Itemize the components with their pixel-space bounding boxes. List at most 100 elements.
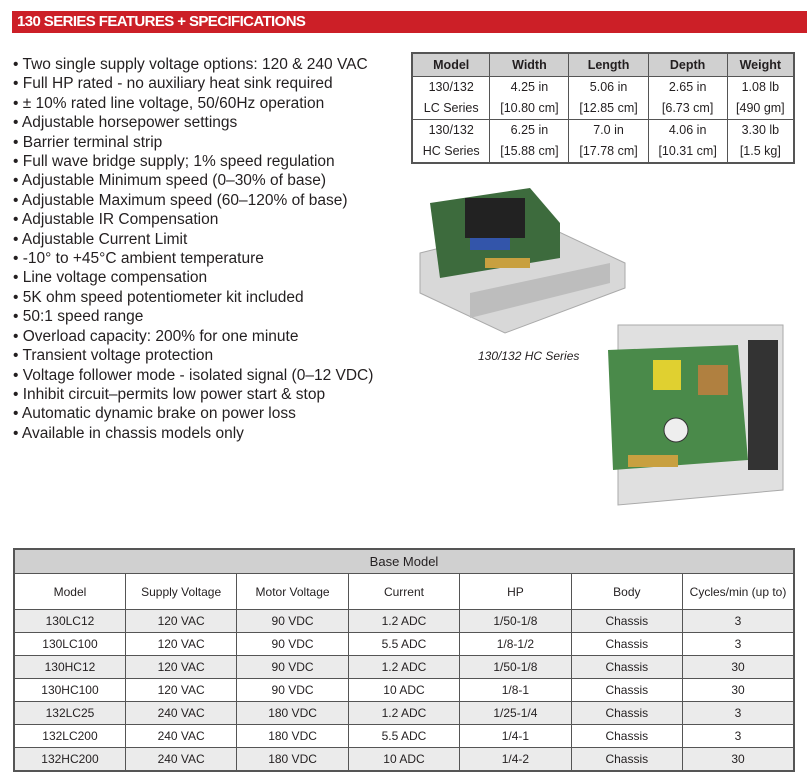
column-header: Width bbox=[489, 52, 570, 77]
table-row: 130LC100 120 VAC 90 VDC 5.5 ADC 1/8-1/2 Chass… bbox=[13, 632, 795, 656]
table-row: 130LC12 120 VAC 90 VDC 1.2 ADC 1/50-1/8 Chass… bbox=[13, 609, 795, 633]
table-cell: 30 bbox=[682, 747, 795, 772]
table-cell: HC Series bbox=[411, 141, 491, 164]
feature-item: Adjustable Current Limit bbox=[13, 230, 373, 249]
column-header: Supply Voltage bbox=[124, 573, 238, 610]
table-cell: 1/25-1/4 bbox=[459, 701, 572, 725]
table-cell: 180 VDC bbox=[236, 724, 349, 748]
feature-item: Automatic dynamic brake on power loss bbox=[13, 404, 373, 423]
table-row: 130HC100 120 VAC 90 VDC 10 ADC 1/8-1 Chassis 3… bbox=[13, 678, 795, 702]
table-cell: 3 bbox=[682, 609, 795, 633]
feature-item: -10° to +45°C ambient temperature bbox=[13, 249, 373, 268]
table-row: HC Series [15.88 cm] [17.78 cm] [10.31 cm][… bbox=[411, 141, 795, 164]
feature-item: Adjustable horsepower settings bbox=[13, 113, 373, 132]
column-header: Current bbox=[347, 573, 461, 610]
base-model-table: Base Model Model Supply Voltage Motor Volt… bbox=[13, 548, 795, 772]
table-cell: 120 VAC bbox=[124, 655, 238, 679]
feature-item: Transient voltage protection bbox=[13, 346, 373, 365]
table-cell: Chassis bbox=[570, 655, 684, 679]
table-cell: 10 ADC bbox=[347, 678, 461, 702]
table-cell: 130HC12 bbox=[13, 655, 126, 679]
feature-item: Adjustable IR Compensation bbox=[13, 210, 373, 229]
table-cell: LC Series bbox=[411, 98, 491, 120]
table-cell: Chassis bbox=[570, 609, 684, 633]
table-cell: 240 VAC bbox=[124, 747, 238, 772]
table-cell: [1.5 kg] bbox=[726, 141, 795, 164]
section-header: 130 SERIES FEATURES + SPECIFICATIONS bbox=[12, 11, 807, 33]
table-cell: 120 VAC bbox=[124, 632, 238, 656]
feature-item: Two single supply voltage options: 120 &… bbox=[13, 55, 373, 74]
table-cell: 1/8-1/2 bbox=[459, 632, 572, 656]
table-cell: 130HC100 bbox=[13, 678, 126, 702]
feature-item: Full HP rated - no auxiliary heat sink r… bbox=[13, 74, 373, 93]
table-row: LC Series [10.80 cm] [12.85 cm] [6.73 cm] [4… bbox=[411, 98, 795, 120]
table-cell: 2.65 in bbox=[647, 76, 728, 98]
table-cell: [490 gm] bbox=[726, 98, 795, 120]
table-cell: 4.06 in bbox=[647, 119, 728, 141]
table-cell: 10 ADC bbox=[347, 747, 461, 772]
table-row: 130/132 4.25 in 5.06 in 2.65 in 1.08 lb bbox=[411, 76, 795, 98]
table-cell: 130/132 bbox=[411, 119, 491, 141]
table-cell: Chassis bbox=[570, 724, 684, 748]
table-cell: 132LC200 bbox=[13, 724, 126, 748]
column-header: Depth bbox=[647, 52, 728, 77]
table-cell: 130LC12 bbox=[13, 609, 126, 633]
table-cell: 5.06 in bbox=[568, 76, 649, 98]
feature-item: Available in chassis models only bbox=[13, 424, 373, 443]
table-cell: 6.25 in bbox=[489, 119, 570, 141]
table-cell: Chassis bbox=[570, 747, 684, 772]
feature-item: Full wave bridge supply; 1% speed regula… bbox=[13, 152, 373, 171]
table-cell: 90 VDC bbox=[236, 609, 349, 633]
feature-item: ± 10% rated line voltage, 50/60Hz operat… bbox=[13, 94, 373, 113]
table-cell: 1/8-1 bbox=[459, 678, 572, 702]
feature-item: 5K ohm speed potentiometer kit included bbox=[13, 288, 373, 307]
table-cell: 7.0 in bbox=[568, 119, 649, 141]
table-cell: 120 VAC bbox=[124, 678, 238, 702]
table-cell: 3 bbox=[682, 632, 795, 656]
table-cell: 1/4-1 bbox=[459, 724, 572, 748]
column-header: Motor Voltage bbox=[236, 573, 349, 610]
table-row: 132HC200 240 VAC 180 VDC 10 ADC 1/4-2 Chassis… bbox=[13, 747, 795, 772]
table-cell: 1/4-2 bbox=[459, 747, 572, 772]
table-cell: 90 VDC bbox=[236, 678, 349, 702]
table-cell: 3.30 lb bbox=[726, 119, 795, 141]
table-cell: 90 VDC bbox=[236, 632, 349, 656]
column-header: Length bbox=[568, 52, 649, 77]
photo-caption: 130/132 HC Series bbox=[478, 349, 580, 363]
table-cell: 240 VAC bbox=[124, 724, 238, 748]
table-cell: Chassis bbox=[570, 632, 684, 656]
table-row: 132LC25 240 VAC 180 VDC 1.2 ADC 1/25-1/4 Chas… bbox=[13, 701, 795, 725]
feature-item: Barrier terminal strip bbox=[13, 133, 373, 152]
hc-series-product-photo bbox=[608, 324, 784, 506]
column-header: Cycles/min (up to) bbox=[682, 573, 795, 610]
feature-item: Adjustable Minimum speed (0–30% of base) bbox=[13, 171, 373, 190]
feature-item: Line voltage compensation bbox=[13, 268, 373, 287]
feature-item: Voltage follower mode - isolated signal … bbox=[13, 366, 374, 385]
table-cell: [10.31 cm] bbox=[647, 141, 728, 164]
table-cell: 132HC200 bbox=[13, 747, 126, 772]
column-header: Model bbox=[411, 52, 491, 77]
table-cell: 130/132 bbox=[411, 76, 491, 98]
table-cell: 1.08 lb bbox=[726, 76, 795, 98]
table-cell: [6.73 cm] bbox=[647, 98, 728, 120]
table-cell: 1/50-1/8 bbox=[459, 609, 572, 633]
table-cell: 1.2 ADC bbox=[347, 655, 461, 679]
table-cell: 90 VDC bbox=[236, 655, 349, 679]
table-cell: 1/50-1/8 bbox=[459, 655, 572, 679]
table-cell: 3 bbox=[682, 701, 795, 725]
table-cell: 132LC25 bbox=[13, 701, 126, 725]
base-table-title: Base Model bbox=[13, 548, 795, 574]
dimensions-table: Model Width Length Depth Weight 130/132 4.25 … bbox=[411, 52, 795, 164]
table-cell: 240 VAC bbox=[124, 701, 238, 725]
table-cell: [17.78 cm] bbox=[568, 141, 649, 164]
table-cell: 180 VDC bbox=[236, 701, 349, 725]
feature-item: Overload capacity: 200% for one minute bbox=[13, 327, 373, 346]
table-cell: 4.25 in bbox=[489, 76, 570, 98]
column-header: HP bbox=[459, 573, 572, 610]
table-cell: 3 bbox=[682, 724, 795, 748]
table-cell: 30 bbox=[682, 655, 795, 679]
table-cell: 180 VDC bbox=[236, 747, 349, 772]
table-cell: 1.2 ADC bbox=[347, 609, 461, 633]
feature-item: 50:1 speed range bbox=[13, 307, 373, 326]
table-row: 132LC200 240 VAC 180 VDC 5.5 ADC 1/4-1 Chassi… bbox=[13, 724, 795, 748]
